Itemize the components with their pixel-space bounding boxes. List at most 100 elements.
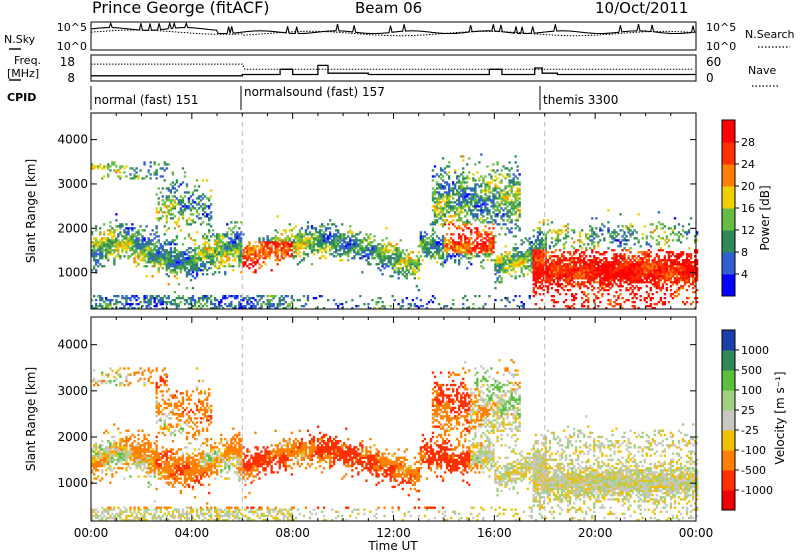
heatmap-cell: [460, 219, 463, 222]
heatmap-cell: [191, 239, 195, 242]
heatmap-cell: [181, 297, 185, 300]
heatmap-cell: [516, 193, 519, 196]
heatmap-cell: [439, 201, 443, 204]
heatmap-cell: [268, 303, 271, 306]
heatmap-cell: [238, 255, 241, 258]
heatmap-cell: [593, 293, 596, 296]
heatmap-cell: [629, 229, 632, 232]
cpid-mode-normalsound: normalsound (fast) 157: [244, 85, 385, 99]
heatmap-cell: [556, 237, 560, 240]
heatmap-cell: [145, 297, 148, 300]
heatmap-cell: [478, 251, 481, 254]
heatmap-cell: [619, 273, 622, 276]
heatmap-cell: [573, 281, 576, 284]
heatmap-cell: [502, 257, 505, 260]
heatmap-cell: [379, 253, 382, 256]
heatmap-cell: [329, 249, 332, 252]
heatmap-cell: [581, 259, 584, 262]
heatmap-cell: [429, 245, 433, 248]
heatmap-cell: [595, 275, 598, 278]
heatmap-cell: [506, 197, 509, 200]
heatmap-cell: [554, 271, 558, 274]
heatmap-cell: [258, 257, 261, 260]
heatmap-cell: [145, 255, 148, 258]
heatmap-cell: [583, 265, 586, 268]
heatmap-cell: [573, 277, 576, 280]
heatmap-cell: [607, 229, 610, 232]
heatmap-cell: [504, 245, 507, 248]
heatmap-cell: [270, 249, 273, 252]
heatmap-cell: [488, 213, 491, 216]
heatmap-cell: [623, 253, 626, 256]
heatmap-cell: [506, 205, 509, 208]
heatmap-cell: [512, 259, 515, 262]
heatmap-cell: [276, 231, 279, 234]
heatmap-cell: [454, 183, 457, 186]
heatmap-cell: [286, 249, 289, 252]
heatmap-cell: [482, 211, 485, 214]
heatmap-cell: [157, 241, 160, 244]
heatmap-cell: [500, 173, 503, 176]
heatmap-cell: [165, 167, 168, 170]
heatmap-cell: [264, 249, 267, 252]
heatmap-cell: [536, 275, 540, 278]
heatmap-cell: [641, 261, 644, 264]
heatmap-cell: [121, 251, 124, 254]
heatmap-cell: [208, 253, 211, 256]
heatmap-cell: [568, 279, 572, 282]
heatmap-cell: [516, 209, 519, 212]
heatmap-cell: [335, 237, 338, 240]
heatmap-cell: [536, 287, 540, 290]
heatmap-cell: [617, 259, 620, 262]
heatmap-cell: [131, 307, 134, 310]
heatmap-cell: [238, 241, 241, 244]
heatmap-cell: [435, 197, 439, 200]
heatmap-cell: [647, 267, 650, 270]
heatmap-cell: [357, 233, 360, 236]
heatmap-cell: [619, 241, 622, 244]
heatmap-cell: [478, 197, 481, 200]
heatmap-cell: [609, 275, 612, 278]
heatmap-cell: [506, 185, 509, 188]
heatmap-cell: [203, 303, 207, 306]
heatmap-cell: [437, 175, 441, 178]
heatmap-cell: [361, 247, 364, 250]
heatmap-cell: [472, 247, 475, 250]
heatmap-cell: [439, 239, 443, 242]
heatmap-cell: [470, 213, 473, 216]
heatmap-cell: [238, 307, 241, 310]
heatmap-cell: [183, 207, 187, 210]
heatmap-cell: [647, 275, 650, 278]
heatmap-cell: [566, 283, 570, 286]
heatmap-cell: [252, 297, 255, 300]
heatmap-cell: [607, 277, 610, 280]
heatmap-cell: [498, 209, 501, 212]
heatmap-cell: [568, 265, 572, 268]
heatmap-cell: [167, 195, 170, 198]
heatmap-cell: [621, 249, 624, 252]
heatmap-cell: [482, 267, 485, 270]
heatmap-cell: [115, 169, 118, 172]
heatmap-cell: [258, 267, 261, 270]
heatmap-cell: [458, 179, 461, 182]
heatmap-cell: [627, 267, 630, 270]
heatmap-cell: [429, 223, 433, 226]
heatmap-cell: [623, 269, 626, 272]
heatmap-cell: [248, 297, 251, 300]
heatmap-cell: [234, 307, 237, 310]
heatmap-cell: [494, 179, 497, 182]
heatmap-cell: [230, 247, 233, 250]
heatmap-cell: [514, 201, 517, 204]
heatmap-cell: [631, 285, 634, 288]
heatmap-cell: [316, 235, 320, 238]
heatmap-cell: [456, 245, 459, 248]
heatmap-cell: [177, 225, 181, 228]
heatmap-cell: [518, 295, 521, 298]
heatmap-cell: [468, 257, 471, 260]
heatmap-cell: [464, 223, 467, 226]
heatmap-cell: [193, 221, 197, 224]
heatmap-cell: [109, 225, 112, 228]
heatmap-cell: [248, 243, 251, 246]
heatmap-cell: [615, 259, 618, 262]
heatmap-cell: [615, 235, 618, 238]
